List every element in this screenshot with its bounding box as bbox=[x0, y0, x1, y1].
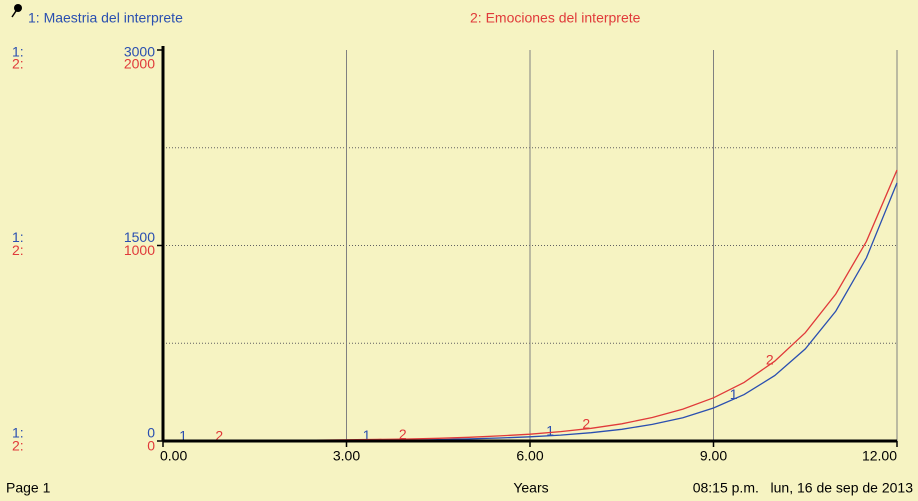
y-tick-label: 0 bbox=[147, 425, 155, 441]
y-axis-prefix: 1: bbox=[12, 425, 24, 441]
series-marker: 2 bbox=[399, 426, 407, 442]
y2-tick-label: 2000 bbox=[124, 56, 155, 72]
series-marker: 1 bbox=[730, 386, 738, 402]
y-axis-prefix: 1: bbox=[12, 44, 24, 60]
y2-axis-prefix: 2: bbox=[12, 438, 24, 454]
x-tick-label: 12.00 bbox=[862, 448, 897, 464]
series-marker: 1 bbox=[546, 422, 554, 438]
footer-date: 08:15 p.m. lun, 16 de sep de 2013 bbox=[693, 480, 913, 496]
x-axis-label: Years bbox=[513, 480, 548, 496]
footer-page: Page 1 bbox=[6, 480, 51, 496]
y-axis-prefix: 1: bbox=[12, 229, 24, 245]
y2-tick-label: 0 bbox=[147, 438, 155, 454]
pin-icon bbox=[11, 4, 22, 18]
y-tick-label: 3000 bbox=[124, 44, 155, 60]
y2-axis-prefix: 2: bbox=[12, 56, 24, 72]
series-marker: 1 bbox=[179, 428, 187, 444]
series-marker: 2 bbox=[582, 416, 590, 432]
legend-entry: 2: Emociones del interprete bbox=[470, 10, 641, 26]
y2-tick-label: 1000 bbox=[124, 242, 155, 258]
x-tick-label: 6.00 bbox=[516, 448, 543, 464]
x-tick-label: 0.00 bbox=[160, 448, 187, 464]
x-tick-label: 9.00 bbox=[700, 448, 727, 464]
x-tick-label: 3.00 bbox=[333, 448, 360, 464]
y2-axis-prefix: 2: bbox=[12, 242, 24, 258]
series-marker: 2 bbox=[215, 427, 223, 443]
series-marker: 2 bbox=[766, 351, 774, 367]
y-tick-label: 1500 bbox=[124, 229, 155, 245]
legend-entry: 1: Maestria del interprete bbox=[28, 10, 183, 26]
series-marker: 1 bbox=[363, 427, 371, 443]
